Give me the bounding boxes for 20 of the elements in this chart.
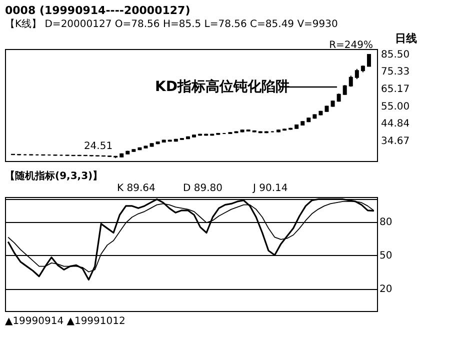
- y-tick-label: 65.17: [381, 84, 410, 95]
- y-tick-label: 44.84: [381, 118, 410, 130]
- y-tick-label: 75.33: [381, 66, 410, 78]
- y-tick-label: 85.50: [381, 49, 410, 60]
- y-tick-label: 20: [380, 284, 392, 296]
- y-tick-label: 80: [380, 217, 392, 228]
- text: J 90.14: [252, 183, 288, 194]
- y-tick-label: 34.67: [381, 136, 410, 147]
- chart-title: 【随机指标(9,3,3)】: [5, 170, 103, 182]
- text: ▲19990914 ▲19991012: [5, 316, 126, 327]
- y-tick-label: 50: [380, 250, 392, 262]
- chart-title: 0008 (19990914----20000127): [5, 4, 190, 17]
- chart-subtitle: 【K线】 D=20000127 O=78.56 H=85.5 L=78.56 C=85.49 V=9930: [5, 18, 338, 30]
- text: K 89.64: [117, 183, 156, 194]
- annotation: 24.51: [84, 141, 113, 152]
- annotation: KD指标高位钝化陷阱: [155, 78, 290, 95]
- y-tick-label: 55.00: [381, 101, 410, 112]
- text: 日线: [395, 32, 417, 45]
- text: D 89.80: [183, 183, 223, 194]
- annotation: R=249%: [329, 40, 373, 51]
